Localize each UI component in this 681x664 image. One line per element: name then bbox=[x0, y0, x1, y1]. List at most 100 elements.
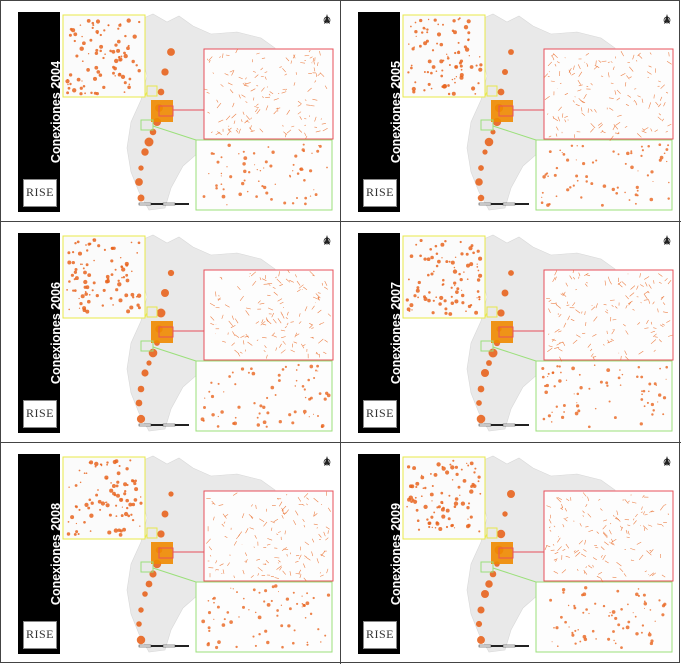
network-segment bbox=[646, 71, 652, 75]
network-segment bbox=[223, 391, 225, 393]
network-segment bbox=[429, 247, 433, 251]
network-segment bbox=[217, 131, 222, 135]
network-segment bbox=[218, 504, 224, 506]
network-segment bbox=[642, 389, 646, 393]
network-segment bbox=[321, 282, 323, 286]
network-segment bbox=[70, 273, 74, 277]
network-segment bbox=[280, 311, 283, 315]
network-segment bbox=[266, 411, 270, 415]
network-core bbox=[491, 100, 513, 122]
network-segment bbox=[215, 184, 218, 187]
network-segment bbox=[641, 390, 643, 393]
network-segment bbox=[114, 43, 118, 47]
network-segment bbox=[562, 291, 566, 297]
network-segment bbox=[600, 75, 604, 77]
network-segment bbox=[603, 304, 607, 306]
network-segment bbox=[587, 513, 592, 518]
network-segment bbox=[624, 82, 627, 87]
network-segment bbox=[325, 526, 330, 530]
network-segment bbox=[286, 109, 291, 115]
network-segment bbox=[215, 560, 218, 564]
network-segment bbox=[303, 413, 306, 415]
network-segment bbox=[650, 321, 653, 325]
network-segment bbox=[98, 73, 103, 77]
network-segment bbox=[295, 379, 298, 382]
network-segment bbox=[124, 293, 129, 298]
network-segment bbox=[445, 470, 450, 475]
network-segment bbox=[94, 51, 99, 56]
network-segment bbox=[116, 480, 120, 484]
network-segment bbox=[94, 65, 99, 70]
network-segment bbox=[73, 32, 78, 37]
network-segment bbox=[227, 128, 232, 133]
rise-logo: RISE bbox=[23, 179, 57, 207]
network-segment bbox=[243, 156, 248, 160]
network-segment bbox=[633, 520, 637, 525]
network-segment bbox=[130, 513, 133, 516]
network-segment bbox=[83, 472, 86, 475]
network-segment bbox=[241, 513, 245, 519]
network-segment bbox=[548, 519, 552, 524]
network-segment bbox=[119, 529, 123, 533]
network-segment bbox=[303, 286, 306, 289]
network-segment bbox=[285, 597, 290, 601]
network-segment bbox=[312, 296, 319, 300]
network-segment bbox=[641, 149, 644, 152]
network-segment bbox=[264, 160, 268, 164]
network-segment bbox=[596, 575, 600, 579]
network-cluster bbox=[482, 149, 488, 155]
network-segment bbox=[265, 317, 269, 323]
network-segment bbox=[637, 52, 641, 57]
network-segment bbox=[92, 281, 96, 285]
network-segment bbox=[661, 525, 664, 527]
inset-north-frame bbox=[62, 14, 146, 98]
north-connector bbox=[484, 533, 488, 539]
network-segment bbox=[592, 557, 597, 561]
network-segment bbox=[548, 345, 553, 348]
network-segment bbox=[552, 277, 556, 283]
network-segment bbox=[83, 270, 87, 275]
network-segment bbox=[277, 562, 279, 564]
network-segment bbox=[220, 156, 223, 159]
network-segment bbox=[123, 482, 128, 487]
network-segment bbox=[458, 272, 461, 276]
network-segment bbox=[586, 63, 589, 67]
network-segment bbox=[414, 30, 418, 34]
network-segment bbox=[590, 182, 594, 186]
network-segment bbox=[209, 554, 212, 557]
network-segment bbox=[71, 250, 75, 254]
network-segment bbox=[238, 153, 240, 155]
south-marker bbox=[140, 561, 154, 573]
network-segment bbox=[573, 606, 577, 610]
network-segment bbox=[223, 618, 226, 621]
network-segment bbox=[555, 304, 561, 309]
network-segment bbox=[585, 180, 588, 183]
network-segment bbox=[652, 301, 655, 305]
network-segment bbox=[120, 55, 123, 58]
network-segment bbox=[564, 620, 567, 624]
network-segment bbox=[447, 92, 451, 96]
network-segment bbox=[248, 127, 254, 132]
network-segment bbox=[78, 297, 80, 300]
network-segment bbox=[277, 318, 282, 324]
network-segment bbox=[558, 347, 560, 349]
network-segment bbox=[88, 293, 91, 296]
network-segment bbox=[647, 76, 649, 79]
network-segment bbox=[625, 625, 630, 630]
network-segment bbox=[95, 493, 99, 497]
network-segment bbox=[86, 68, 90, 72]
network-segment bbox=[254, 74, 259, 79]
network-segment bbox=[645, 282, 648, 287]
network-segment bbox=[411, 309, 413, 311]
network-segment bbox=[572, 269, 575, 274]
network-segment bbox=[454, 284, 456, 287]
network-segment bbox=[440, 491, 444, 495]
network-segment bbox=[620, 51, 624, 57]
network-segment bbox=[248, 171, 251, 174]
network-segment bbox=[200, 417, 205, 422]
network-segment bbox=[306, 641, 309, 644]
network-segment bbox=[271, 585, 275, 589]
network-segment bbox=[285, 88, 287, 91]
network-segment bbox=[577, 568, 579, 572]
network-segment bbox=[637, 594, 640, 597]
